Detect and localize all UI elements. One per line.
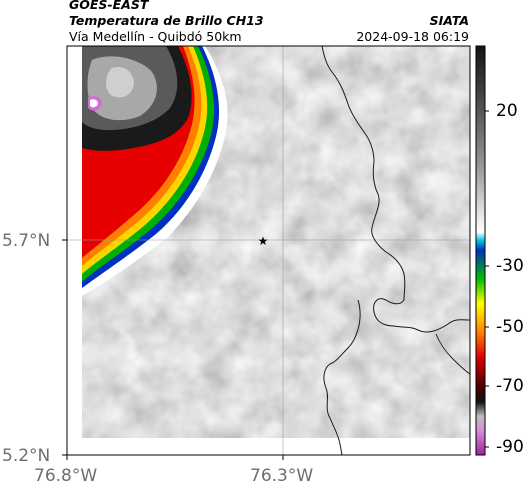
plot-border: [66, 45, 471, 456]
municipality-border: [323, 299, 361, 455]
datetime-label: 2024-09-18 06:19: [356, 29, 469, 44]
colorbar-tick-label: -70: [496, 376, 524, 396]
border-segment: [435, 333, 470, 375]
colorbar-tick-label: -90: [496, 437, 524, 457]
lat-tick-label: 5.2°N: [2, 446, 51, 466]
cloud-top: [82, 46, 228, 296]
department-border: [321, 46, 470, 333]
lon-tick-label: 76.3°W: [250, 466, 314, 486]
colorbar: [476, 46, 485, 455]
lat-tick-label: 5.7°N: [2, 231, 51, 251]
org-label: SIATA: [429, 13, 469, 28]
product-title: Temperatura de Brillo CH13: [69, 13, 264, 28]
satellite-label: GOES-EAST: [69, 0, 149, 12]
star-icon: ★: [258, 234, 269, 248]
lon-tick-label: 76.8°W: [34, 466, 98, 486]
colorbar-tick-label: -30: [496, 256, 524, 276]
colorbar-tick-label: -50: [496, 317, 524, 337]
location-label: Vía Medellín - Quibdó 50km: [69, 29, 242, 44]
colorbar-tick-label: 20: [496, 101, 518, 121]
